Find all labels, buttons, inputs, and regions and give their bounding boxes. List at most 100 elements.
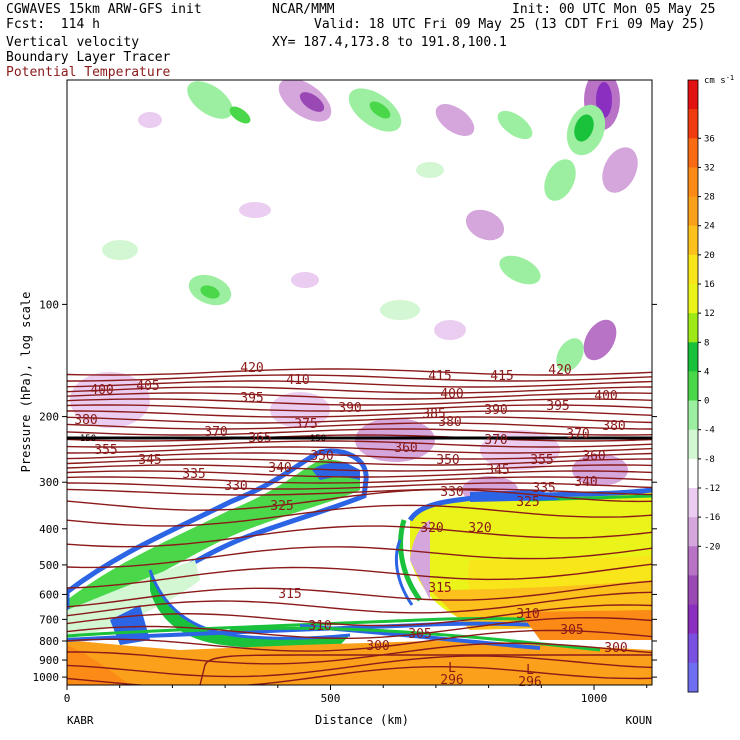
colorbar-swatch — [688, 342, 698, 372]
x-tick-label: 1000 — [581, 692, 608, 705]
theta-contour-label: 315 — [428, 581, 451, 596]
y-tick-label: 800 — [39, 635, 59, 648]
colorbar-tick-label: 24 — [704, 222, 715, 232]
colorbar-tick-label: -12 — [704, 484, 720, 494]
y-tick-label: 1000 — [33, 671, 60, 684]
colorbar-swatch — [688, 254, 698, 285]
theta-contour-label: 355 — [530, 453, 553, 468]
colorbar-tick-label: -20 — [704, 542, 720, 552]
theta-contour-label: 315 — [278, 587, 301, 602]
colorbar-swatch — [688, 225, 698, 256]
colorbar-tick-label: 4 — [704, 367, 709, 377]
theta-contour-label: 325 — [270, 499, 293, 514]
plot-frame — [66, 79, 653, 686]
colorbar-frame — [687, 79, 699, 693]
colorbar-swatch — [688, 371, 698, 402]
theta-contour-label: 340 — [268, 461, 291, 476]
theta-contour-label: 405 — [136, 379, 159, 394]
theta-contour — [67, 380, 652, 388]
y-tick-label: 300 — [39, 476, 59, 489]
theta-contour — [67, 580, 652, 608]
theta-contour-label: 385 — [422, 407, 445, 422]
theta-contour-label: 375 — [294, 417, 317, 432]
theta-contour-label: 415 — [428, 369, 451, 384]
theta-contour — [67, 368, 652, 376]
cross-section-endpoints: XY= 187.4,173.8 to 191.8,100.1 — [272, 35, 507, 50]
theta-contour-label: 300 — [366, 639, 389, 654]
theta-contour-label: 410 — [286, 373, 309, 388]
theta-contour — [67, 482, 652, 490]
valid-time: Valid: 18 UTC Fri 09 May 25 (13 CDT Fri … — [314, 17, 706, 32]
theta-contour — [67, 470, 652, 478]
low-pressure-marker: L — [448, 661, 456, 676]
colorbar-swatch — [688, 662, 698, 693]
theta-contour-label: 370 — [204, 425, 227, 440]
colorbar-tick-label: 8 — [704, 338, 709, 348]
colorbar-swatch — [688, 400, 698, 431]
model-title: CGWAVES 15km ARW-GFS init — [6, 2, 202, 17]
colorbar-swatch — [688, 313, 698, 343]
theta-contour — [67, 525, 652, 548]
theta-contour-label: 370 — [566, 427, 589, 442]
theta-contour — [67, 642, 652, 665]
x-tick-label: 0 — [64, 692, 71, 705]
theta-contour — [67, 446, 652, 454]
theta-contour-label: 305 — [408, 627, 431, 642]
colorbar-tick-label: 12 — [704, 309, 715, 319]
x-axis-title: Distance (km) — [315, 713, 409, 727]
theta-contour — [67, 629, 652, 652]
theta-contour — [67, 404, 652, 412]
theta-contour — [67, 665, 652, 685]
y-tick-label: 100 — [39, 298, 59, 311]
theta-contour — [67, 386, 652, 394]
left-endpoint-label: KABR — [67, 714, 94, 727]
tropopause-label: 150 — [80, 434, 96, 444]
theta-contour — [67, 452, 652, 460]
y-tick-label: 200 — [39, 411, 59, 424]
colorbar-swatch — [688, 575, 698, 606]
right-endpoint-label: KOUN — [626, 714, 653, 727]
theta-contour — [67, 476, 652, 484]
colorbar-swatch — [688, 458, 698, 489]
colorbar-tick-label: -8 — [704, 455, 715, 465]
theta-contour-label: 305 — [560, 623, 583, 638]
colorbar-tick-label: 28 — [704, 193, 715, 203]
colorbar-tick-label: -16 — [704, 513, 720, 523]
theta-contour — [199, 654, 652, 685]
theta-contour-label: 395 — [546, 399, 569, 414]
theta-contour — [67, 434, 652, 442]
theta-contour — [67, 546, 652, 569]
theta-contour-label: 370 — [484, 433, 507, 448]
theta-contour-label: 380 — [602, 419, 625, 434]
y-tick-label: 500 — [39, 559, 59, 572]
y-tick-label: 700 — [39, 613, 59, 626]
colorbar-swatch — [688, 633, 698, 664]
init-time: Init: 00 UTC Mon 05 May 25 — [512, 2, 716, 17]
colorbar-tick-label: 0 — [704, 397, 709, 407]
theta-contour-label: 340 — [574, 475, 597, 490]
forecast-hour: Fcst: 114 h — [6, 17, 100, 32]
theta-contour-label: 400 — [594, 389, 617, 404]
field-boundary-layer-tracer: Boundary Layer Tracer — [6, 50, 171, 65]
theta-contour — [67, 488, 652, 496]
tropopause-label: 150 — [310, 434, 326, 444]
theta-contour-label: 400 — [440, 387, 463, 402]
theta-contour — [67, 398, 652, 406]
theta-contour-label: 310 — [516, 607, 539, 622]
theta-contour — [67, 410, 652, 418]
theta-contour — [67, 458, 652, 466]
theta-contour — [67, 604, 652, 627]
colorbar-swatch — [688, 109, 698, 139]
colorbar-swatch — [688, 138, 698, 168]
colorbar-tick-label: 36 — [704, 134, 715, 144]
x-tick-label: 500 — [321, 692, 341, 705]
theta-contour-label: 335 — [532, 481, 555, 496]
theta-contour — [67, 488, 652, 511]
theta-contour-label: 390 — [338, 401, 361, 416]
theta-contour — [67, 655, 652, 678]
colorbar-units: cm s-1 — [704, 74, 734, 86]
theta-contour-label: 355 — [94, 443, 117, 458]
theta-contour — [67, 464, 652, 472]
y-axis-title: Pressure (hPa), log scale — [19, 292, 33, 473]
